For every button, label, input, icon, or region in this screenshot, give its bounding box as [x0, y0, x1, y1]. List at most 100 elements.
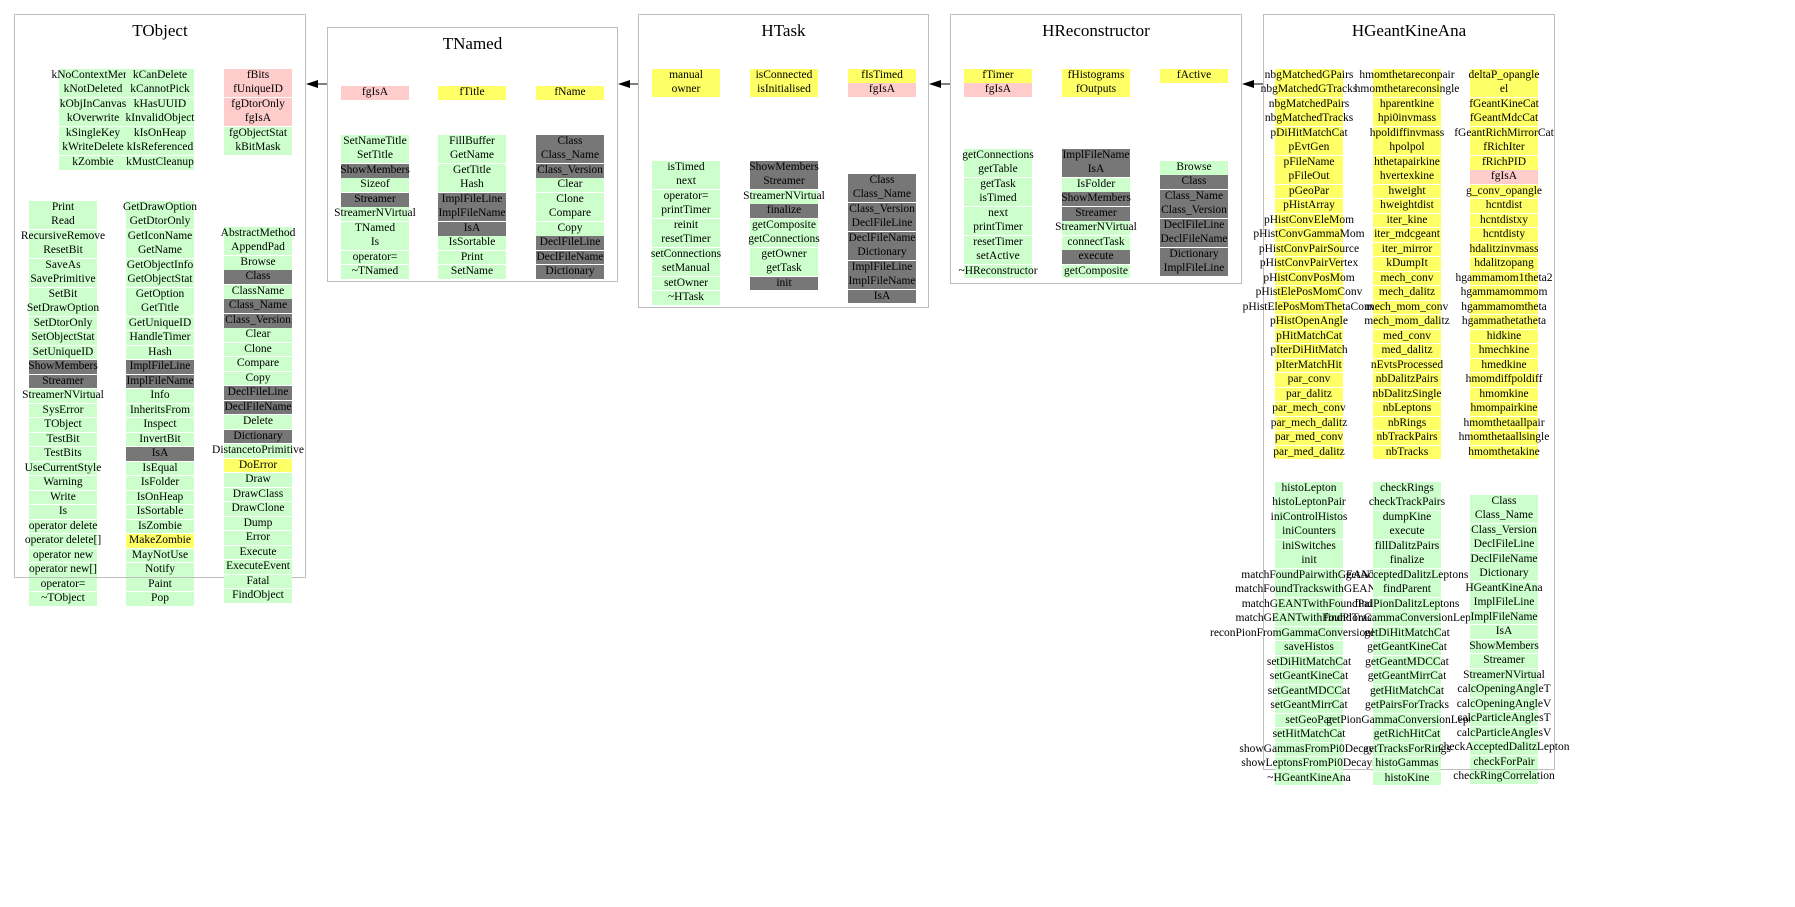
member-label: fHistograms [1067, 69, 1125, 81]
member-label: ImplFileName [1470, 610, 1538, 623]
member-label: TObject [44, 418, 82, 431]
member-streamernvirtual: StreamerNVirtual [1463, 668, 1545, 683]
member-clone: Clone [224, 342, 292, 357]
member-testbits: TestBits [29, 447, 97, 461]
member-phistarray: pHistArray [1275, 199, 1343, 213]
member-label: hpolpol [1389, 141, 1425, 154]
member-label: getHitMatchCat [1369, 684, 1445, 697]
member-label: fOutputs [1075, 83, 1117, 96]
member-gethitmatchcat: getHitMatchCat [1369, 684, 1445, 699]
member-hthetapairkine: hthetapairkine [1373, 155, 1441, 170]
member-label: getComposite [1064, 264, 1128, 277]
member-label: kHasUUID [133, 97, 187, 110]
member-isequal: IsEqual [126, 461, 194, 476]
member-getdtoronly: GetDtorOnly [126, 215, 194, 230]
member-label: ImplFileName [848, 275, 916, 288]
member-group: Class Class_Name Class_Version DeclFileLine… [848, 174, 916, 304]
member-hcntdist: hcntdist [1470, 199, 1538, 213]
member-doerror: DoError [224, 458, 292, 473]
member-tobject: ~TObject [29, 592, 97, 606]
member-isa: IsA [126, 447, 194, 461]
member-reinit: reinit [652, 218, 720, 233]
member-label: setOwner [663, 276, 709, 289]
member-clear: Clear [224, 328, 292, 342]
member-implfileline: ImplFileLine [126, 360, 194, 374]
member-streamernvirtual: StreamerNVirtual [334, 207, 416, 222]
member-label: FillBuffer [449, 135, 495, 147]
member-label: Streamer [763, 175, 805, 188]
member-label: fGeantKineCat [1469, 97, 1539, 110]
member-label: IsA [1495, 625, 1513, 638]
member-label: getPionGammaConversionLeptons [1326, 713, 1488, 726]
member-nbgmatchedtracks: nbgMatchedTracks [1265, 112, 1353, 127]
member-setbit: SetBit [29, 287, 97, 302]
member-fgobjectstat: fgObjectStat [224, 126, 292, 141]
member-label: setConnections [650, 247, 722, 260]
member-hgammamom1theta2: hgammamom1theta2 [1455, 271, 1553, 286]
member-label: Print [51, 201, 75, 213]
member-label: operator= [40, 577, 86, 590]
member-label: kObjInCanvas [59, 97, 127, 110]
member-label: Dump [243, 516, 273, 529]
member-label: nbTrackPairs [1376, 431, 1438, 444]
member-label: operator= [352, 250, 398, 263]
member-label: Class_Name [1474, 509, 1534, 522]
member-getcomposite: getComposite [1062, 264, 1130, 279]
member-label: HandleTimer [129, 331, 191, 344]
member-label: GetUniqueID [128, 316, 192, 329]
member-label: UseCurrentStyle [24, 461, 102, 474]
member-class: Class [1160, 175, 1228, 190]
member-ftitle: fTitle [438, 86, 506, 100]
member-group: checkRings checkTrackPairs dumpKine execute… [1324, 482, 1490, 786]
member-label: Class_Name [228, 299, 288, 312]
member-histoleptonpair: histoLeptonPair [1272, 496, 1346, 511]
member-label: setGeantMirrCat [1270, 699, 1348, 712]
member-label: fillDalitzPairs [1374, 539, 1440, 552]
member-group: fTitle [438, 86, 506, 100]
member-label: setGeantMDCCat [1267, 684, 1351, 697]
member-class-version: Class_Version [224, 313, 292, 328]
member-el: el [1470, 83, 1538, 98]
member-resettimer: resetTimer [964, 235, 1032, 250]
member-label: hdalitzinvmass [1469, 242, 1539, 255]
member-geticonname: GetIconName [126, 229, 194, 244]
member-label: hmomthetakine [1468, 445, 1540, 458]
member-class-name: Class_Name [1160, 189, 1228, 204]
member-group: GetDrawOption GetDtorOnly GetIconName GetNa… [123, 201, 197, 607]
member-label: checkRingCorrelation [1453, 770, 1555, 783]
member-dictionary: Dictionary [536, 265, 604, 279]
member-sizeof: Sizeof [341, 178, 409, 193]
member-class-version: Class_Version [848, 202, 916, 217]
member-fgisa: fgIsA [848, 83, 916, 98]
member-piterdihitmatch: pIterDiHitMatch [1270, 344, 1348, 358]
member-nbtrackpairs: nbTrackPairs [1373, 431, 1441, 445]
member-label: Browse [240, 255, 276, 268]
member-label: ShowMembers [340, 163, 410, 176]
member-getgeantmirrcat: getGeantMirrCat [1368, 670, 1446, 684]
member-finalize: finalize [1373, 554, 1441, 569]
member-hmompairkine: hmompairkine [1470, 402, 1538, 416]
member-label: iniCounters [1282, 525, 1336, 538]
member-declfileline: DeclFileLine [536, 236, 604, 250]
member-declfilename: DeclFileName [224, 400, 292, 415]
member-label: g_conv_opangle [1466, 184, 1543, 197]
member-print: Print [29, 201, 97, 215]
member-label: findPionGammaConversionLeptons [1323, 612, 1491, 625]
member-kisonheap: kIsOnHeap [126, 126, 194, 141]
member-group: isConnected isInitialised [750, 69, 818, 98]
member-label: Dictionary [545, 265, 595, 278]
member-label: histoLepton [1281, 482, 1337, 494]
member-label: hmomthetareconsingle [1354, 83, 1460, 96]
member-label: Copy [245, 371, 271, 384]
member-label: DeclFileName [536, 250, 604, 263]
member-declfileline: DeclFileLine [1160, 218, 1228, 233]
member-fgisa: fgIsA [964, 83, 1032, 98]
member-nbgmatchedpairs: nbgMatchedPairs [1269, 97, 1349, 112]
member-label: IsEqual [142, 461, 178, 474]
member-hidkine: hidkine [1470, 329, 1538, 344]
member-label: pHistConvPosMom [1263, 271, 1355, 284]
member-nbleptons: nbLeptons [1373, 402, 1441, 416]
member-label: setActive [976, 250, 1020, 263]
member-setgeantmirrcat: setGeantMirrCat [1270, 699, 1348, 713]
member-label: kCanDelete [132, 69, 188, 81]
